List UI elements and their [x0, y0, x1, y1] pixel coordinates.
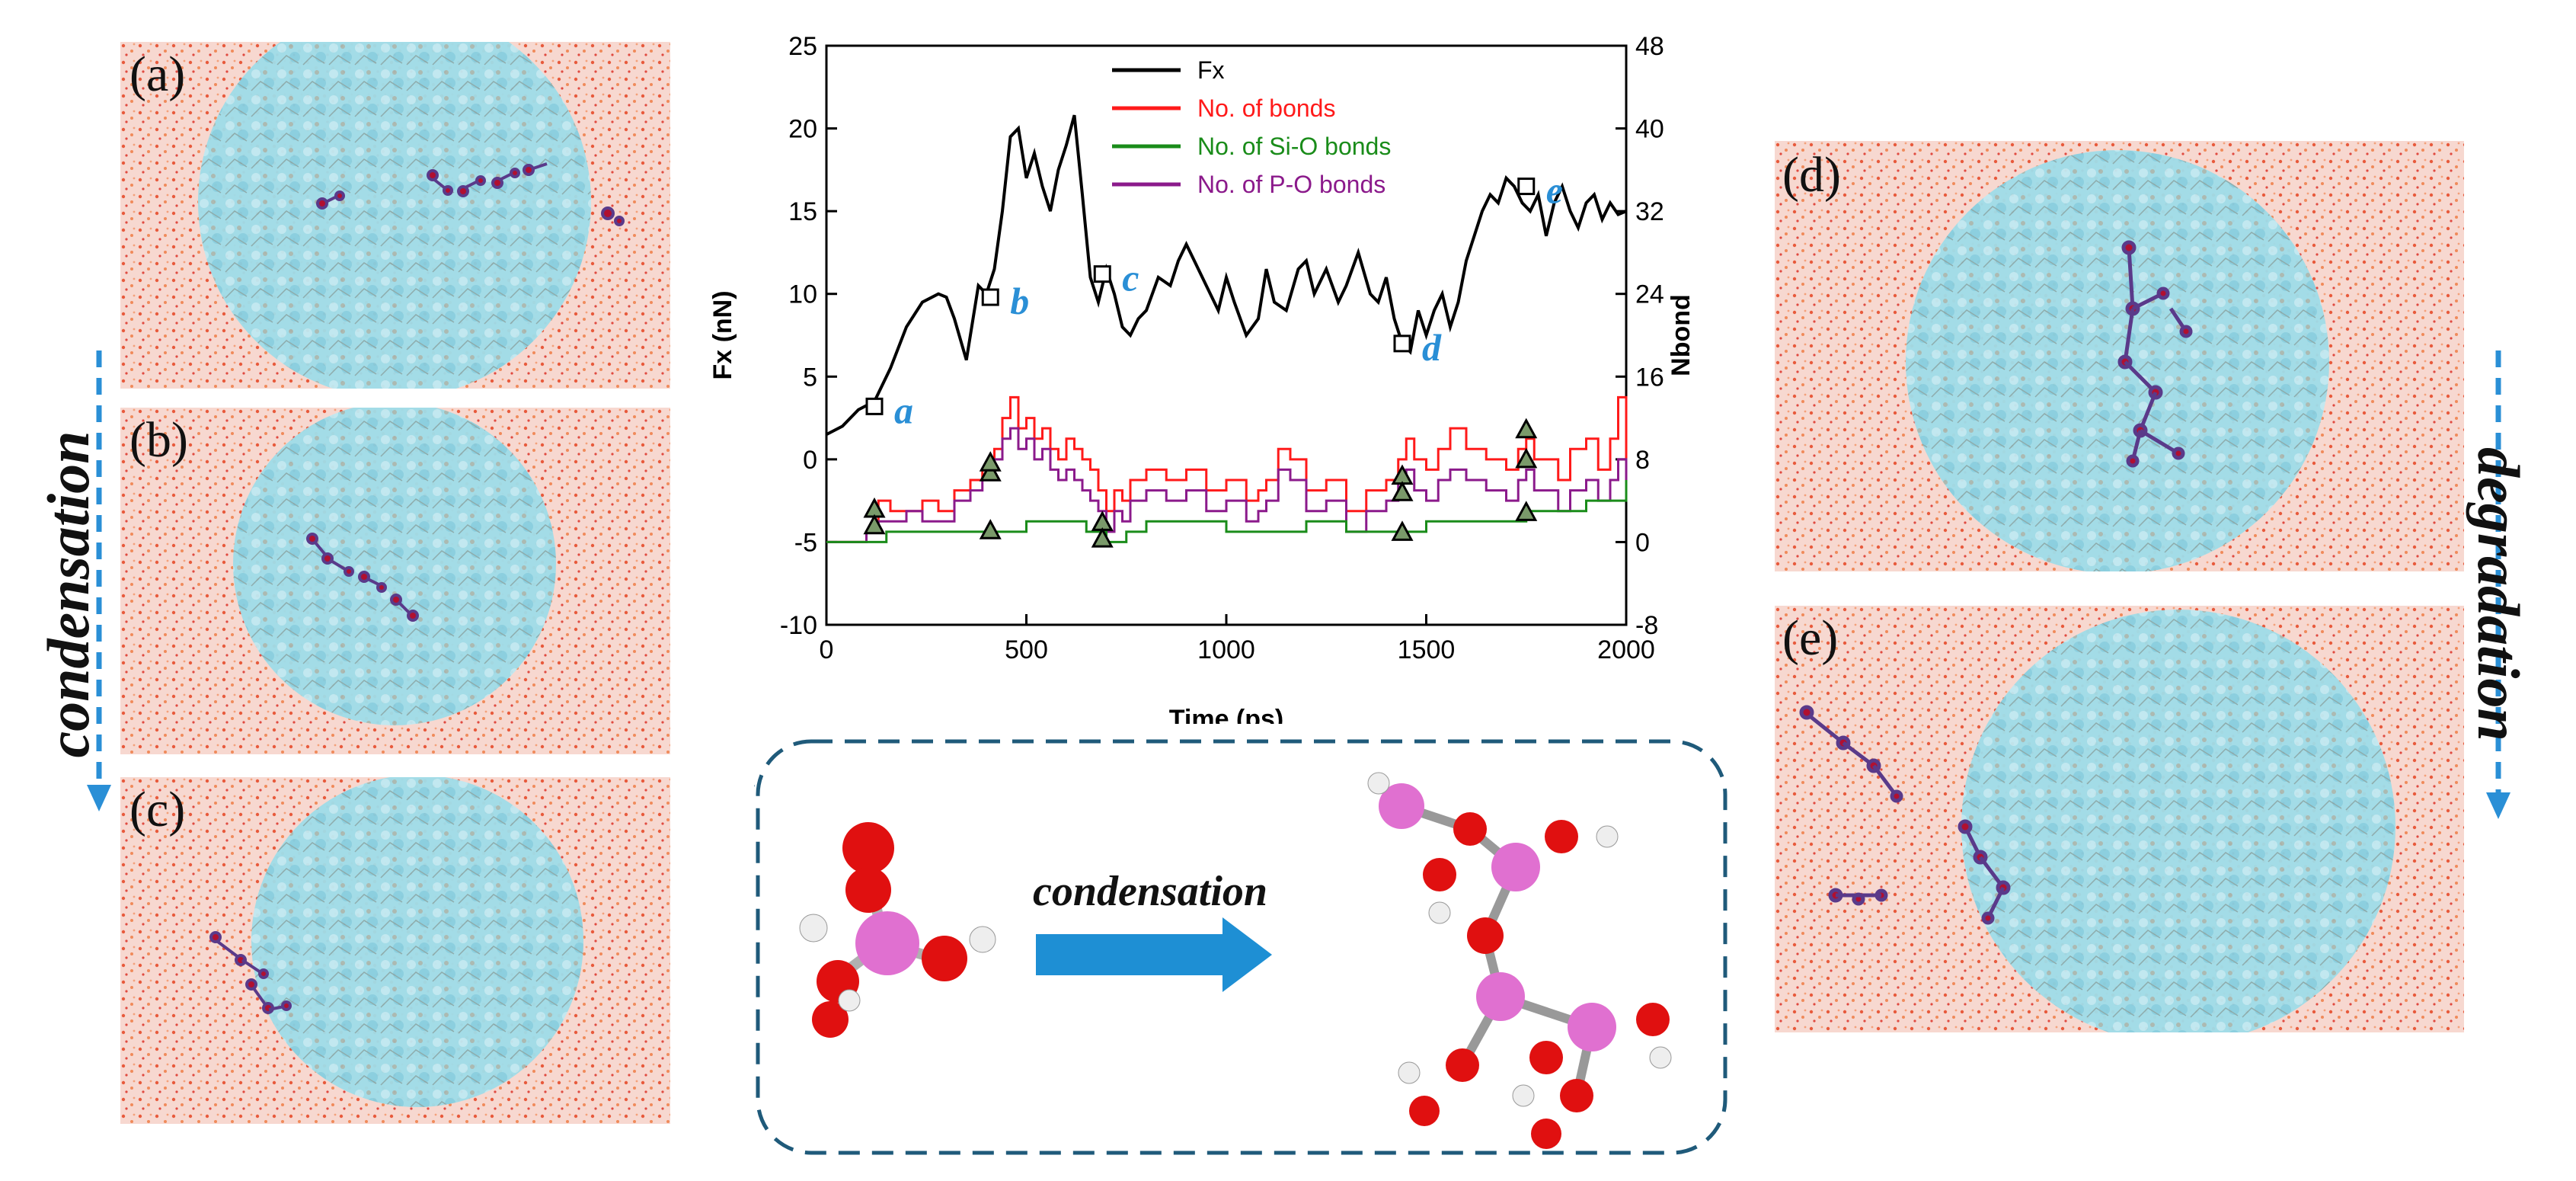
- bond-state-triangle: [1391, 520, 1414, 541]
- series-line-fx: [826, 114, 1627, 437]
- y2-tick-label: 32: [1635, 197, 1664, 226]
- y-tick-label: 10: [788, 280, 817, 309]
- bond-state-triangle: [979, 451, 1002, 472]
- panel-c-simulation-image: [120, 777, 670, 1124]
- x-tick-label: 0: [820, 635, 834, 664]
- y-tick-label: 15: [788, 197, 817, 226]
- phosphoric-acid-monomer: [799, 822, 996, 1038]
- y-tick-label: 0: [803, 446, 817, 475]
- y2-tick-label: 16: [1635, 363, 1664, 392]
- x-tick-label: 1000: [1197, 635, 1255, 664]
- legend-fx-label: Fx: [1197, 56, 1225, 84]
- state-marker-label-a: a: [894, 389, 913, 431]
- state-marker-a: [865, 397, 884, 415]
- y-tick-label: 20: [788, 115, 817, 144]
- bond-state-triangle: [1515, 447, 1538, 469]
- state-marker-c: [1093, 265, 1111, 283]
- y2-tick-label: 8: [1635, 446, 1650, 475]
- panel-a-simulation-image: [120, 42, 670, 389]
- y-tick-label: 25: [788, 32, 817, 61]
- y2-tick-label: 48: [1635, 32, 1664, 61]
- panel-c-label: (c): [129, 782, 186, 837]
- panel-a: [120, 42, 670, 389]
- y2-tick-label: 40: [1635, 115, 1664, 144]
- x-axis-label: Time (ps): [1169, 705, 1284, 724]
- panel-e-simulation-image: [1775, 606, 2464, 1032]
- state-marker-label-e: e: [1546, 169, 1563, 212]
- degradation-direction-arrow: [2486, 350, 2510, 819]
- series-line-no-of-bonds: [826, 395, 1628, 543]
- oligomer-atoms: [1367, 772, 1672, 1149]
- y-tick-label: -10: [780, 611, 817, 640]
- bond-state-triangle: [1391, 481, 1414, 501]
- state-marker-b: [981, 288, 999, 306]
- panel-d-label: (d): [1782, 147, 1841, 203]
- legend-bonds-label: No. of bonds: [1197, 94, 1335, 122]
- state-marker-e: [1517, 178, 1536, 196]
- condensation-direction-arrow: [87, 350, 111, 811]
- y2-tick-label: 24: [1635, 280, 1664, 309]
- bond-state-triangle: [1515, 418, 1538, 439]
- y-tick-label: 5: [803, 363, 817, 392]
- state-marker-label-c: c: [1122, 257, 1139, 299]
- panel-d-simulation-image: [1775, 141, 2464, 571]
- degradation-side-label: degradation: [2466, 447, 2532, 741]
- x-tick-label: 1500: [1398, 635, 1456, 664]
- y2-tick-label: 0: [1635, 528, 1650, 557]
- panel-b-simulation-image: [120, 408, 670, 754]
- bond-state-triangle: [1091, 526, 1114, 548]
- panel-e: [1775, 606, 2464, 1032]
- state-marker-d: [1393, 334, 1411, 353]
- bond-state-triangle: [979, 461, 1002, 482]
- y2-tick-label: -8: [1635, 611, 1658, 640]
- legend-sio-label: No. of Si-O bonds: [1197, 133, 1391, 160]
- state-marker-label-d: d: [1422, 326, 1442, 369]
- panel-b-label: (b): [129, 412, 188, 468]
- legend-po-label: No. of P-O bonds: [1197, 171, 1385, 198]
- x-tick-label: 2000: [1597, 635, 1655, 664]
- condensation-arrow: [1036, 917, 1272, 992]
- condensation-inset: condensation: [754, 739, 1727, 1155]
- bond-state-triangle: [1515, 501, 1538, 521]
- y2-axis-label: Nbond: [1667, 294, 1695, 376]
- condensation-arrow-label: condensation: [1033, 868, 1267, 915]
- series-line-no-of-p-o-bonds: [826, 427, 1628, 543]
- condensation-side-label: condensation: [35, 430, 101, 758]
- state-marker-label-b: b: [1010, 280, 1029, 322]
- y-axis-label: Fx (nN): [708, 290, 737, 379]
- panel-d: [1775, 141, 2464, 571]
- bond-state-triangle: [979, 519, 1002, 539]
- x-tick-label: 500: [1005, 635, 1048, 664]
- fx-nbond-time-chart: 0 500 1000 1500 2000 -10 -5 0 5 10 15 20 25 -8 0 8 16 24 3…: [708, 32, 1695, 724]
- panel-a-label: (a): [129, 46, 186, 102]
- y-tick-label: -5: [794, 528, 817, 557]
- bond-state-triangle: [863, 514, 886, 535]
- panel-b: [120, 408, 670, 754]
- panel-c: [120, 777, 670, 1124]
- panel-e-label: (e): [1782, 610, 1839, 666]
